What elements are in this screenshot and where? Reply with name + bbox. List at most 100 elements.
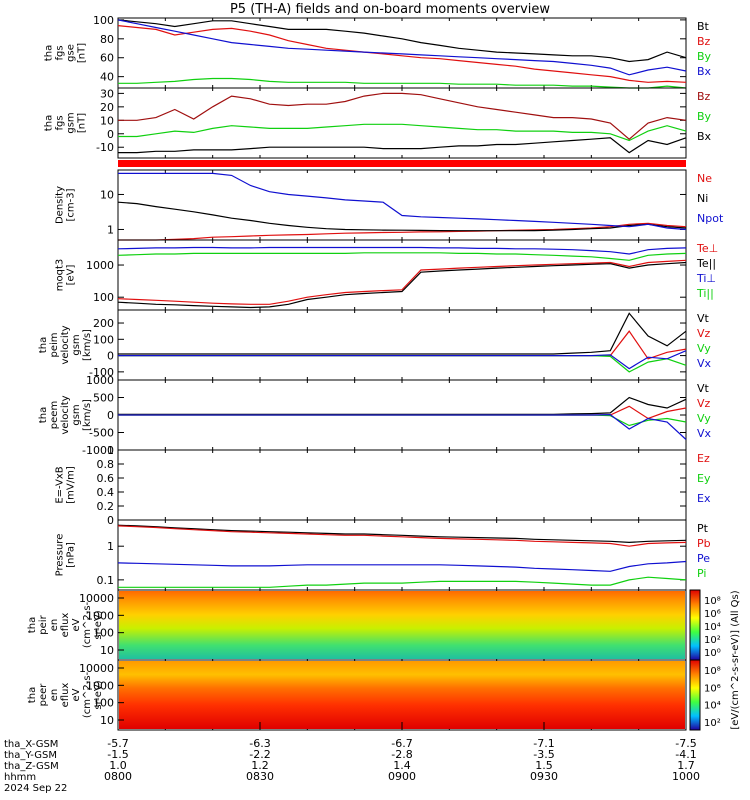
colorbar: [689, 659, 701, 731]
series-line-By: [118, 123, 687, 142]
ylabel-line: gsm: [66, 112, 77, 133]
colorbar-tick-label: 10⁴: [704, 701, 721, 712]
panel-pressure: Pressure[nPa] 0.1 1 Pt Pb Pe Pi: [55, 519, 711, 591]
series-line-Pi: [118, 576, 687, 588]
colorbar-tick-label: 10⁸: [704, 666, 721, 677]
y-tick-label: 10000: [79, 592, 114, 605]
xaxis-value: -7.1: [533, 737, 554, 750]
ylabel-line: peir: [38, 614, 49, 634]
legend-Vy: Vy: [697, 412, 711, 425]
y-tick-label: 500: [93, 392, 114, 405]
y-tick-label: 30: [100, 87, 114, 100]
ylabel-line: Pressure: [55, 534, 66, 577]
y-tick-label: 200: [93, 317, 114, 330]
legend-Ti||: Ti||: [696, 287, 714, 300]
date-label: 2024 Sep 22: [4, 783, 67, 794]
y-tick-label: 0.2: [97, 500, 115, 513]
ylabel-line: en: [49, 619, 60, 632]
panel-ylabel: thapeemvelocitygsm[km/s]: [38, 395, 93, 434]
panel-frame: [117, 17, 687, 89]
panel-efield: E=-VxB[mV/m] 00.20.40.60.81 Ez Ey Ex: [55, 444, 711, 527]
y-tick-label: 1: [107, 444, 114, 457]
ylabel-line: tha: [38, 337, 49, 353]
y-tick-label: 0: [107, 514, 114, 527]
y-tick-label: -1000: [82, 444, 114, 457]
series-line-Ni: [117, 201, 687, 232]
series-line-Ne: [118, 222, 687, 241]
panel-frame: [117, 239, 687, 311]
series-line-Bz: [117, 25, 687, 83]
y-tick-label: 0.8: [97, 458, 115, 471]
series-line-Bx: [118, 137, 687, 154]
series-line-Bt: [117, 19, 687, 63]
legend-Te||: Te||: [696, 257, 716, 270]
series-line-Pb: [117, 525, 687, 547]
colorbar-label: [eV/(cm^2-s-sr-eV)] (All Qs): [730, 590, 741, 729]
ylabel-line: (cm^2-s-: [82, 671, 93, 718]
ylabel-line: peim: [49, 332, 60, 357]
legend-Ni: Ni: [697, 192, 708, 205]
xaxis-value: -5.7: [107, 737, 128, 750]
legend-By: By: [697, 50, 712, 63]
y-tick-label: 80: [100, 33, 114, 46]
xaxis-value: -2.2: [249, 748, 270, 761]
legend-Npot: Npot: [697, 212, 724, 225]
legend-Pi: Pi: [697, 567, 706, 580]
y-tick-label: 0.6: [97, 472, 115, 485]
panel-frame: [117, 87, 687, 159]
xaxis-value: 1.4: [393, 759, 411, 772]
ylabel-line: tha: [44, 45, 55, 61]
xaxis-value: 0830: [246, 770, 274, 783]
heatmap-field: [119, 591, 685, 659]
series-line-Te⊥: [117, 259, 687, 305]
panel-ylabel: E=-VxB[mV/m]: [55, 466, 77, 504]
y-tick-label: 40: [100, 71, 114, 84]
series-line-Vz: [118, 405, 687, 420]
legend-Te⊥: Te⊥: [696, 242, 718, 255]
colorbar-tick-label: 10⁴: [704, 622, 721, 633]
y-tick-label: 20: [100, 101, 114, 114]
y-tick-label: 100: [93, 697, 114, 710]
colorbar: [689, 589, 701, 661]
legend-Ne: Ne: [697, 172, 712, 185]
y-tick-label: 1000: [86, 609, 114, 622]
panel-fgs_gse: thafgsgse[nT] 40 60 80 100 Bt Bz By Bx: [44, 14, 712, 89]
ylabel-line: gse: [66, 44, 77, 62]
ylabel-line: eV: [71, 618, 82, 631]
panel-frame: [117, 449, 687, 521]
legend-Pt: Pt: [697, 522, 709, 535]
y-tick-label: 100: [93, 14, 114, 27]
series-line-Te||: [117, 261, 687, 309]
ylabel-line: Density: [55, 186, 66, 224]
y-tick-label: 100: [93, 333, 114, 346]
panel-ylabel: Pressure[nPa]: [55, 534, 77, 577]
ylabel-line: [mV/m]: [66, 466, 77, 504]
legend-Ey: Ey: [697, 472, 711, 485]
panel-peim_velocity: thapeimvelocitygsm[km/s] -100 0 100 200 Vt Vz V…: [38, 309, 712, 381]
y-tick-label: 1000: [86, 679, 114, 692]
ylabel-line: en: [49, 689, 60, 702]
series-line-Ti⊥: [117, 246, 687, 255]
y-tick-label: -500: [89, 427, 114, 440]
panel-ylabel: thafgsgse[nT]: [44, 43, 88, 63]
legend-Bx: Bx: [697, 130, 712, 143]
legend-Ex: Ex: [697, 492, 711, 505]
y-tick-label: 10: [100, 114, 114, 127]
ylabel-line: eflux: [60, 683, 71, 708]
legend-Ti⊥: Ti⊥: [696, 272, 716, 285]
colorbar-tick-label: 10⁸: [704, 596, 721, 607]
panel-ylabel: moqt3[eV]: [55, 259, 77, 292]
y-tick-label: 0.1: [97, 574, 115, 587]
legend-Vx: Vx: [697, 357, 712, 370]
ylabel-line: [km/s]: [82, 329, 93, 361]
series-line-Ti||: [117, 252, 687, 261]
y-tick-label: 1000: [86, 374, 114, 387]
ylabel-line: [km/s]: [82, 399, 93, 431]
ylabel-line: [nPa]: [66, 542, 77, 568]
heatmap-field: [119, 661, 685, 729]
panel-ylabel: thapeirenefluxeV(cm^2-s-sr-eV): [27, 601, 104, 648]
ylabel-line: tha: [27, 687, 38, 703]
ylabel-line: [cm-3]: [66, 188, 77, 221]
y-tick-label: 60: [100, 52, 114, 65]
